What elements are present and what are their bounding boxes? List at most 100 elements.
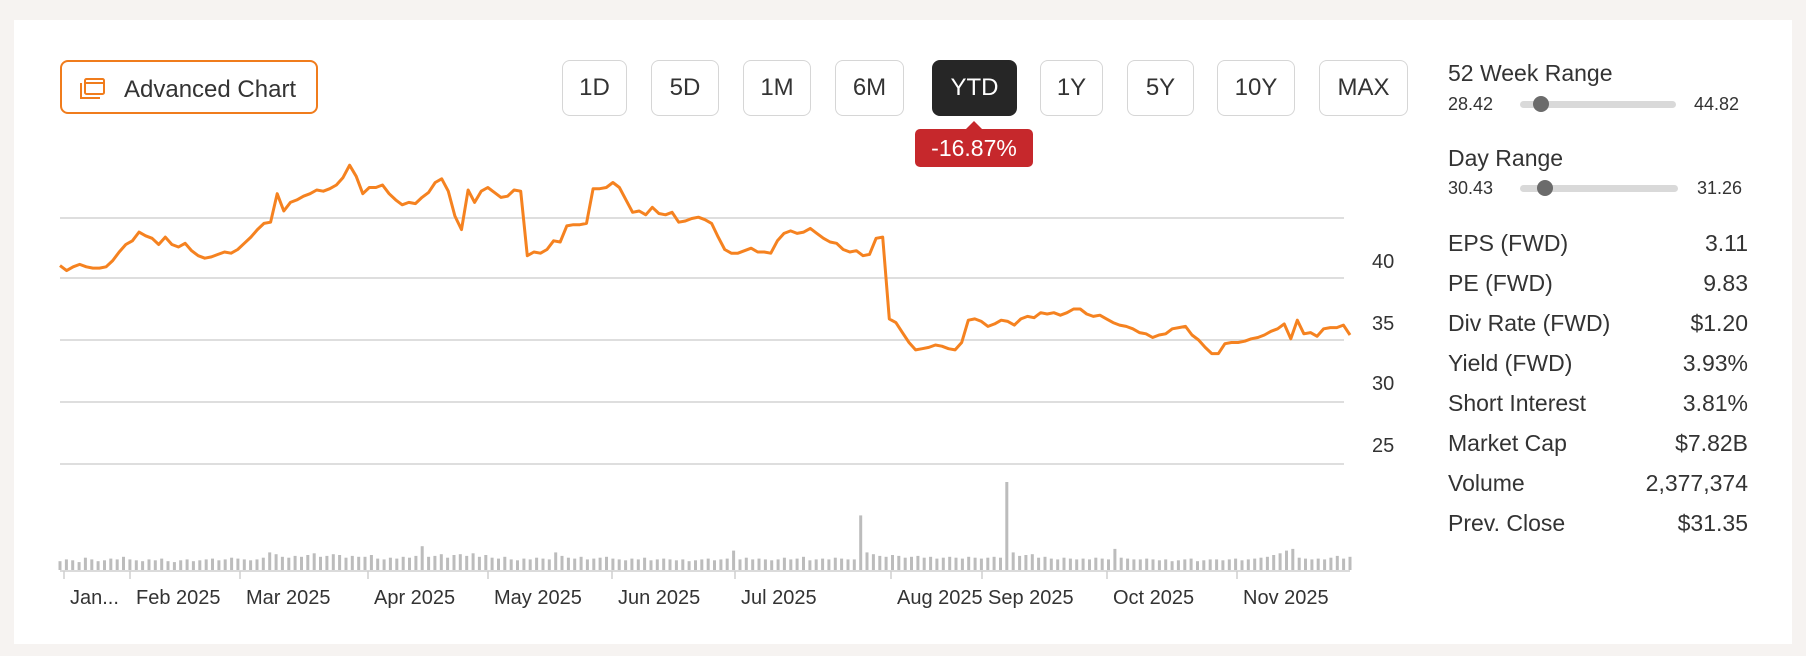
volume-bar (420, 546, 424, 570)
volume-bar (77, 562, 81, 570)
volume-bar (694, 560, 697, 570)
volume-bar (319, 556, 322, 570)
volume-bar (1208, 559, 1212, 570)
volume-bar (1068, 558, 1072, 570)
range-button-1m[interactable]: 1M (743, 60, 811, 116)
volume-bar (1316, 558, 1320, 570)
stat-value: 3.11 (1704, 230, 1748, 256)
volume-bar (465, 555, 469, 570)
volume-bar (662, 558, 666, 570)
volume-bar (643, 557, 647, 570)
volume-bar (1024, 555, 1028, 570)
volume-bar (191, 561, 195, 570)
volume-bar (547, 559, 551, 570)
volume-bar (967, 556, 971, 570)
volume-bar (941, 557, 945, 570)
volume-bar (509, 559, 513, 570)
volume-bar (700, 559, 704, 570)
volume-bar (1100, 558, 1104, 570)
volume-bar (738, 559, 742, 570)
volume-bar (840, 558, 844, 570)
stat-row-eps: EPS (FWD) 3.11 (1448, 230, 1748, 264)
volume-bar (1164, 559, 1168, 570)
volume-bar (1151, 559, 1155, 570)
volume-bar (1297, 557, 1301, 570)
volume-bar (471, 553, 475, 570)
volume-bar (1189, 558, 1193, 570)
week52-low: 28.42 (1448, 94, 1494, 114)
stat-row-prev-close: Prev. Close $31.35 (1448, 510, 1748, 544)
volume-bar (630, 558, 634, 570)
volume-bar (312, 553, 316, 570)
volume-bar (204, 559, 208, 570)
range-button-ytd[interactable]: YTD (932, 60, 1017, 116)
stat-row-market-cap: Market Cap $7.82B (1448, 430, 1748, 464)
volume-bar (83, 557, 87, 570)
day-high: 31.26 (1697, 178, 1743, 198)
volume-bar (484, 555, 488, 570)
advanced-chart-button[interactable]: Advanced Chart (60, 60, 318, 114)
stat-row-yield: Yield (FWD) 3.93% (1448, 350, 1748, 384)
volume-bar (446, 557, 450, 570)
ytd-change-badge: -16.87% (915, 121, 1033, 167)
volume-bar (852, 559, 856, 570)
range-button-1y[interactable]: 1Y (1040, 60, 1103, 116)
volume-bar (929, 556, 933, 570)
volume-bar (585, 559, 589, 570)
volume-bar (300, 556, 303, 570)
volume-bar (58, 561, 62, 570)
day-range-track (1520, 185, 1678, 192)
range-button-10y[interactable]: 10Y (1217, 60, 1295, 116)
week52-range-track (1520, 101, 1676, 108)
volume-bar (338, 555, 342, 570)
volume-bar (147, 559, 151, 570)
volume-bar (1062, 557, 1066, 570)
volume-bar (674, 560, 678, 570)
volume-bar (1081, 558, 1085, 570)
x-tick-label: May 2025 (494, 587, 582, 609)
volume-bar (1037, 557, 1041, 570)
range-button-5d[interactable]: 5D (651, 60, 719, 116)
volume-bar (122, 556, 125, 570)
range-button-6m[interactable]: 6M (835, 60, 904, 116)
range-button-max[interactable]: MAX (1319, 60, 1408, 116)
volume-bar (134, 560, 138, 570)
volume-bar (960, 558, 964, 570)
volume-bar (668, 559, 672, 570)
x-tick-label: Feb 2025 (136, 587, 221, 609)
volume-bars (58, 482, 1352, 570)
volume-bar (776, 559, 780, 570)
volume-bar (230, 557, 234, 570)
volume-bar (528, 559, 532, 570)
volume-bar (293, 555, 297, 570)
day-range-title: Day Range (1448, 145, 1564, 171)
volume-bar (1202, 560, 1206, 570)
volume-bar (1253, 558, 1257, 570)
stat-value: 9.83 (1703, 270, 1748, 296)
volume-bar (128, 559, 132, 570)
volume-bar (172, 562, 176, 570)
volume-bar (1329, 557, 1333, 570)
range-button-5y[interactable]: 5Y (1127, 60, 1194, 116)
range-button-1d[interactable]: 1D (562, 60, 627, 116)
stat-label: Volume (1448, 470, 1525, 496)
volume-bar (687, 561, 691, 570)
volume-bar (782, 557, 786, 570)
stat-value: $31.35 (1677, 510, 1748, 536)
volume-bar (751, 559, 755, 570)
x-tick-label: Jun 2025 (618, 587, 700, 609)
volume-bar (979, 558, 983, 570)
volume-bar (1348, 556, 1352, 570)
volume-bar (1088, 559, 1091, 570)
volume-bar (713, 560, 716, 570)
volume-bar (579, 556, 583, 570)
stat-label: EPS (FWD) (1448, 230, 1569, 256)
x-tick-label: Nov 2025 (1243, 587, 1329, 609)
volume-bar (763, 559, 767, 570)
volume-bar (865, 552, 869, 570)
volume-bar (1176, 560, 1180, 570)
volume-bar (986, 557, 990, 570)
volume-bar (1259, 557, 1263, 570)
volume-bar (1043, 556, 1047, 570)
